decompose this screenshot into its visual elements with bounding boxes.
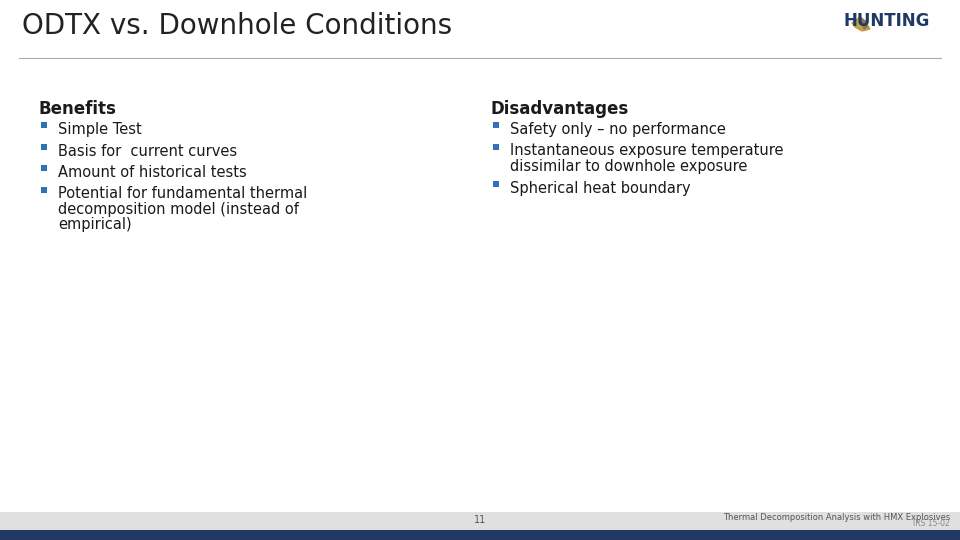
Text: Safety only – no performance: Safety only – no performance — [510, 122, 726, 137]
FancyBboxPatch shape — [493, 122, 499, 128]
Text: Disadvantages: Disadvantages — [490, 100, 628, 118]
Text: Spherical heat boundary: Spherical heat boundary — [510, 180, 690, 195]
Text: Simple Test: Simple Test — [58, 122, 142, 137]
Text: ODTX vs. Downhole Conditions: ODTX vs. Downhole Conditions — [22, 12, 452, 40]
Text: 11: 11 — [474, 515, 486, 525]
Bar — [0, 512, 960, 530]
FancyBboxPatch shape — [41, 144, 47, 150]
Polygon shape — [852, 17, 870, 31]
Text: Instantaneous exposure temperature: Instantaneous exposure temperature — [510, 144, 783, 159]
Text: empirical): empirical) — [58, 218, 132, 233]
Text: Basis for  current curves: Basis for current curves — [58, 144, 237, 159]
Text: Benefits: Benefits — [38, 100, 116, 118]
Text: Thermal Decomposition Analysis with HMX Explosives: Thermal Decomposition Analysis with HMX … — [723, 514, 950, 523]
Text: IRS 15-02: IRS 15-02 — [913, 519, 950, 529]
FancyBboxPatch shape — [41, 186, 47, 192]
Text: Potential for fundamental thermal: Potential for fundamental thermal — [58, 186, 307, 201]
FancyBboxPatch shape — [493, 180, 499, 186]
Bar — [0, 530, 960, 540]
Text: HUNTING: HUNTING — [844, 12, 930, 30]
Text: decomposition model (instead of: decomposition model (instead of — [58, 202, 299, 217]
Polygon shape — [860, 17, 867, 29]
FancyBboxPatch shape — [41, 165, 47, 171]
FancyBboxPatch shape — [493, 144, 499, 150]
Text: Amount of historical tests: Amount of historical tests — [58, 165, 247, 180]
FancyBboxPatch shape — [41, 122, 47, 128]
Text: dissimilar to downhole exposure: dissimilar to downhole exposure — [510, 159, 748, 174]
